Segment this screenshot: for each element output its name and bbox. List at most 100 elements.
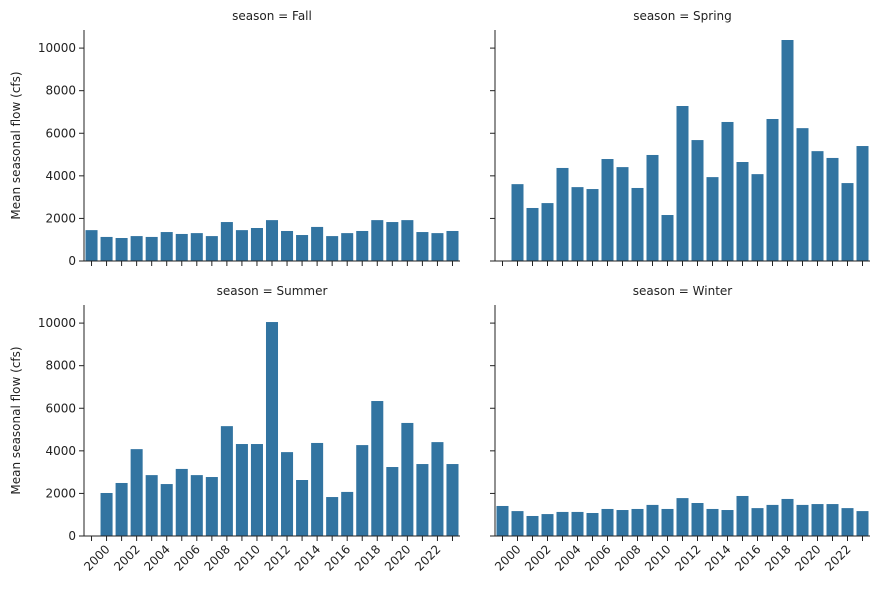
bar [190, 233, 203, 261]
bar [130, 236, 143, 261]
bar [541, 203, 554, 261]
x-tick-label: 2000 [81, 542, 112, 573]
bar [446, 464, 459, 536]
bar [511, 511, 524, 536]
bar [145, 475, 158, 536]
bar [341, 233, 354, 261]
y-tick-label: 2000 [45, 486, 76, 500]
bar [796, 504, 809, 536]
x-tick-label: 2022 [822, 542, 853, 573]
bar [386, 467, 399, 536]
bar [571, 511, 584, 536]
x-tick-label: 2018 [762, 542, 793, 573]
bar [235, 444, 248, 536]
bar [661, 215, 674, 261]
bar [416, 232, 429, 261]
bar [556, 511, 569, 536]
bar [145, 236, 158, 261]
y-tick-label: 6000 [45, 401, 76, 415]
bar [311, 442, 324, 536]
bar [841, 183, 854, 261]
bar [586, 189, 599, 261]
bar [571, 187, 584, 261]
bar [326, 236, 339, 261]
bar [431, 442, 444, 536]
x-tick-label: 2016 [732, 542, 763, 573]
bar [311, 226, 324, 261]
bar [496, 505, 509, 536]
bar [356, 445, 369, 536]
bar [511, 184, 524, 261]
bar [341, 491, 354, 536]
x-tick-label: 2010 [232, 542, 263, 573]
y-tick-label: 8000 [45, 84, 76, 98]
x-tick-label: 2020 [792, 542, 823, 573]
y-tick-label: 0 [68, 254, 76, 268]
bar [220, 426, 233, 536]
bar [721, 510, 734, 536]
x-tick-label: 2010 [642, 542, 673, 573]
bar [175, 233, 188, 261]
bar [115, 238, 128, 261]
x-tick-label: 2012 [262, 542, 293, 573]
y-tick-label: 2000 [45, 211, 76, 225]
x-tick-label: 2022 [412, 542, 443, 573]
bar [676, 106, 689, 261]
bar [826, 504, 839, 536]
bar [691, 140, 704, 261]
bar [781, 498, 794, 536]
bar [265, 322, 279, 536]
bar [205, 236, 218, 261]
x-tick-label: 2020 [382, 542, 413, 573]
x-tick-label: 2018 [352, 542, 383, 573]
x-tick-label: 2006 [582, 542, 613, 573]
bar [386, 222, 399, 261]
y-tick-label: 8000 [45, 359, 76, 373]
bar [356, 230, 369, 261]
bar [296, 235, 309, 261]
bar [661, 508, 674, 536]
bar [691, 503, 704, 536]
bar [811, 504, 824, 536]
bar [616, 510, 629, 536]
x-tick-label: 2000 [492, 542, 523, 573]
bar [401, 220, 414, 261]
y-tick-label: 4000 [45, 169, 76, 183]
bar [250, 444, 263, 536]
bar [160, 484, 173, 536]
bar [526, 515, 539, 536]
bar [676, 498, 689, 536]
bar [736, 162, 749, 261]
bar [100, 236, 113, 261]
bar [541, 514, 554, 536]
bar [416, 464, 429, 536]
x-tick-label: 2008 [202, 542, 233, 573]
bar [811, 151, 824, 261]
bar [856, 146, 869, 261]
x-tick-label: 2014 [292, 542, 323, 573]
bar [706, 177, 719, 261]
panel-title: season = Spring [633, 9, 732, 23]
bar [296, 480, 309, 536]
bar [631, 508, 644, 536]
y-axis-label: Mean seasonal flow (cfs) [9, 71, 23, 219]
bar [401, 422, 414, 536]
bar [751, 174, 764, 261]
bar [766, 504, 779, 536]
bar [265, 220, 279, 261]
bar [205, 477, 218, 536]
bar [235, 230, 248, 261]
bar [190, 475, 203, 536]
y-tick-label: 6000 [45, 126, 76, 140]
x-tick-label: 2002 [111, 542, 142, 573]
bar [326, 497, 339, 536]
x-tick-label: 2012 [672, 542, 703, 573]
bar [601, 508, 614, 536]
y-tick-label: 10000 [38, 316, 76, 330]
bar [601, 159, 614, 261]
bar [446, 230, 459, 261]
bar [371, 220, 384, 261]
bar [175, 468, 188, 536]
bar [526, 207, 539, 261]
